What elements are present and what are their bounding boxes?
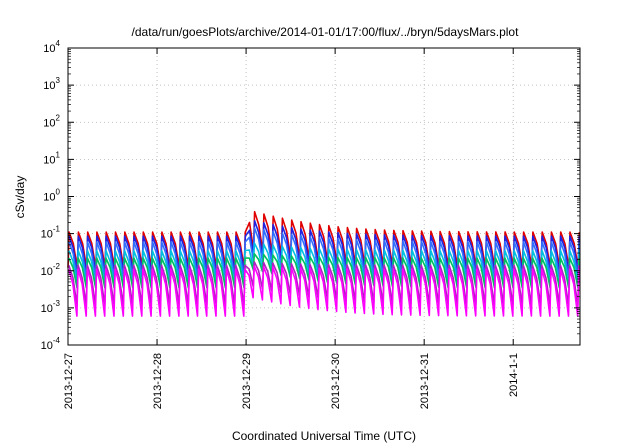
y-tick-base: 10 — [41, 229, 53, 241]
y-tick-exponent: -1 — [53, 225, 61, 234]
y-tick-label: 102 — [43, 113, 60, 129]
x-tick-label: 2014-1-1 — [508, 353, 520, 397]
x-tick-label: 2013-12-27 — [63, 353, 75, 409]
y-tick-exponent: -3 — [53, 299, 61, 308]
y-tick-exponent: 0 — [56, 188, 61, 197]
y-tick-base: 10 — [43, 43, 55, 55]
y-tick-base: 10 — [43, 117, 55, 129]
y-tick-exponent: 1 — [56, 150, 61, 159]
y-tick-exponent: 4 — [56, 39, 61, 48]
y-tick-label: 100 — [43, 188, 60, 204]
y-tick-label: 10-2 — [41, 262, 61, 278]
y-tick-label: 10-4 — [41, 336, 61, 352]
y-tick-base: 10 — [43, 192, 55, 204]
y-tick-base: 10 — [41, 340, 53, 352]
y-tick-exponent: -4 — [53, 336, 61, 345]
series-line — [67, 265, 580, 317]
chart-title: /data/run/goesPlots/archive/2014-01-01/1… — [132, 25, 520, 39]
y-tick-label: 103 — [43, 76, 60, 92]
x-tick-label: 2013-12-30 — [330, 353, 342, 409]
x-tick-label: 2013-12-28 — [152, 353, 164, 409]
y-tick-base: 10 — [41, 303, 53, 315]
ticks — [67, 47, 580, 346]
y-axis-label: cSv/day — [13, 176, 27, 219]
series-group — [67, 210, 581, 317]
x-tick-labels: 2013-12-27 2013-12-28 2013-12-29 2013-12-30… — [63, 353, 520, 409]
y-tick-base: 10 — [43, 154, 55, 166]
y-tick-exponent: 3 — [56, 76, 61, 85]
y-tick-label: 101 — [43, 150, 60, 166]
y-tick-base: 10 — [43, 80, 55, 92]
y-tick-exponent: 2 — [56, 113, 61, 122]
y-tick-label: 10-1 — [41, 225, 61, 241]
y-tick-label: 104 — [43, 39, 60, 55]
y-tick-exponent: -2 — [53, 262, 61, 271]
y-tick-label: 10-3 — [41, 299, 61, 315]
x-tick-label: 2013-12-31 — [419, 353, 431, 409]
y-tick-base: 10 — [41, 266, 53, 278]
x-axis-label: Coordinated Universal Time (UTC) — [232, 429, 416, 443]
x-tick-label: 2013-12-29 — [241, 353, 253, 409]
